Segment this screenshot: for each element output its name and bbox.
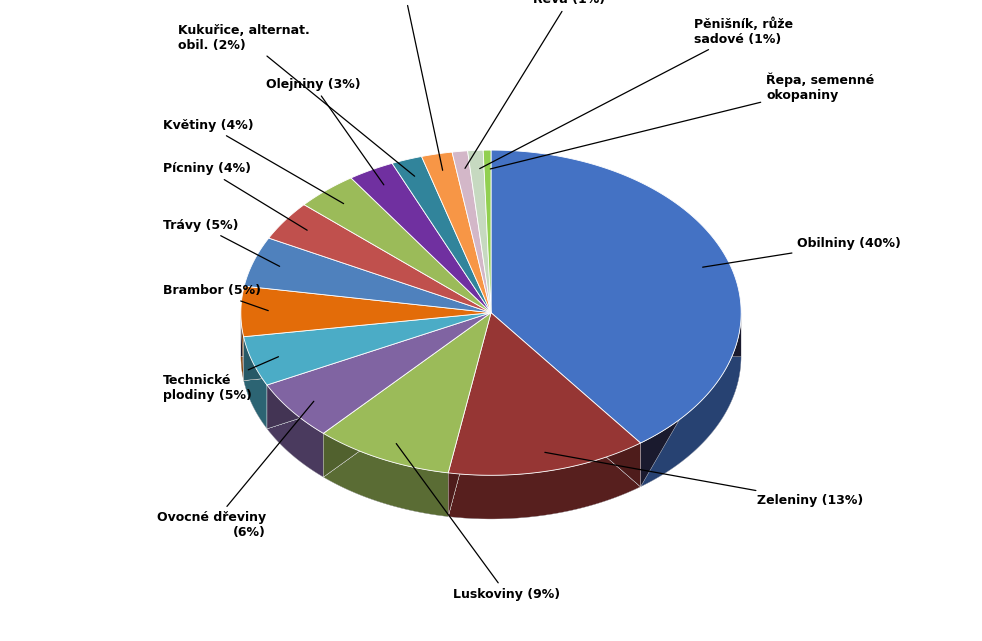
Polygon shape	[448, 313, 491, 517]
Polygon shape	[323, 313, 491, 517]
Polygon shape	[304, 178, 491, 313]
Polygon shape	[323, 313, 491, 477]
Text: Trávy (5%): Trávy (5%)	[163, 219, 280, 266]
Polygon shape	[452, 151, 491, 313]
Text: Květiny (4%): Květiny (4%)	[163, 119, 344, 204]
Polygon shape	[392, 156, 491, 313]
Polygon shape	[323, 313, 491, 477]
Polygon shape	[245, 238, 491, 313]
Text: Aromatické a
léčivé rostliny (2%): Aromatické a léčivé rostliny (2%)	[336, 0, 471, 171]
Text: Kukuřice, alternat.
obil. (2%): Kukuřice, alternat. obil. (2%)	[179, 24, 414, 176]
Polygon shape	[244, 313, 491, 385]
Text: Olejniny (3%): Olejniny (3%)	[266, 78, 384, 185]
Text: Zeleniny (13%): Zeleniny (13%)	[545, 453, 863, 507]
Polygon shape	[448, 313, 640, 519]
Text: Obilniny (40%): Obilniny (40%)	[703, 237, 901, 267]
Text: Pícniny (4%): Pícniny (4%)	[163, 162, 307, 230]
Text: Technické
plodiny (5%): Technické plodiny (5%)	[163, 357, 279, 402]
Polygon shape	[421, 152, 491, 313]
Polygon shape	[467, 150, 491, 313]
Polygon shape	[351, 163, 491, 313]
Polygon shape	[491, 313, 741, 487]
Polygon shape	[241, 313, 741, 519]
Polygon shape	[241, 313, 491, 381]
Text: Řepa, semenné
okopaniny: Řepa, semenné okopaniny	[490, 73, 874, 169]
Polygon shape	[267, 313, 491, 429]
Polygon shape	[491, 313, 640, 487]
Text: Brambor (5%): Brambor (5%)	[163, 285, 268, 311]
Polygon shape	[244, 313, 491, 381]
Text: Pěnišník, růže
sadové (1%): Pěnišník, růže sadové (1%)	[480, 17, 793, 169]
Polygon shape	[267, 313, 491, 429]
Polygon shape	[269, 204, 491, 313]
Polygon shape	[241, 286, 491, 337]
Polygon shape	[483, 150, 491, 313]
Text: Réva (1%): Réva (1%)	[465, 0, 605, 169]
Polygon shape	[267, 313, 491, 477]
Polygon shape	[448, 313, 640, 475]
Polygon shape	[491, 150, 741, 443]
Polygon shape	[244, 313, 491, 381]
Polygon shape	[491, 313, 640, 487]
Polygon shape	[267, 313, 491, 433]
Polygon shape	[244, 313, 491, 429]
Polygon shape	[323, 313, 491, 473]
Text: Ovocné dřeviny
(6%): Ovocné dřeviny (6%)	[157, 401, 314, 539]
Text: Luskoviny (9%): Luskoviny (9%)	[397, 444, 560, 601]
Polygon shape	[448, 313, 491, 517]
